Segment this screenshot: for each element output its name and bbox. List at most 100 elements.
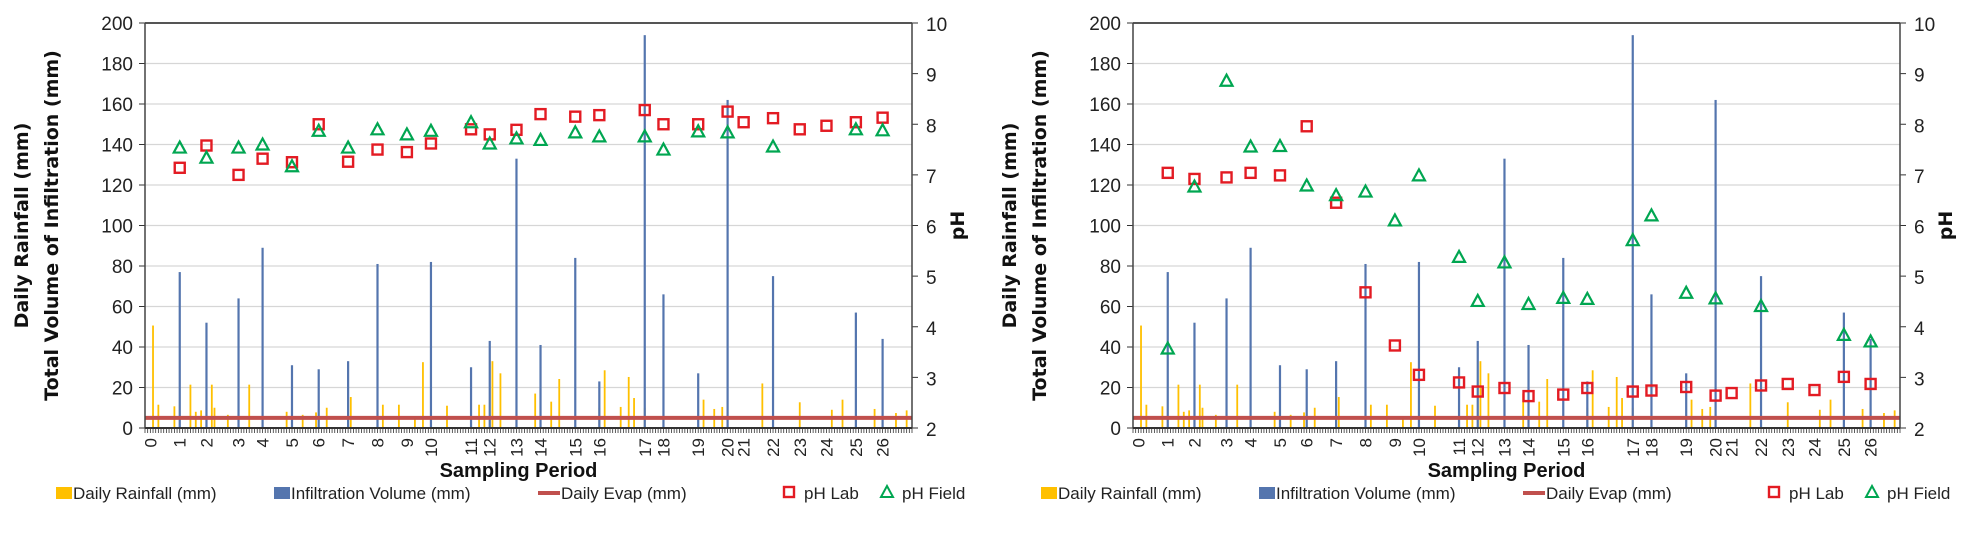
infiltration-bar (539, 344, 542, 428)
x-tick-label: 0 (1129, 438, 1148, 447)
ph-lab-point (341, 155, 355, 168)
rainfall-bar (1214, 414, 1217, 428)
series-daily-rainfall-mm- (152, 325, 908, 428)
infiltration-bar (515, 158, 518, 429)
legend-item: pH Field (1864, 483, 1950, 503)
y2-tick-label: 10 (1914, 15, 1935, 36)
ph-field-point (198, 149, 215, 164)
infiltration-bar (237, 298, 240, 428)
rainfall-bar (1591, 370, 1594, 428)
x-tick-label: 26 (874, 438, 893, 457)
y-tick-label: 80 (112, 257, 133, 278)
rainfall-bar (189, 384, 192, 428)
y-axis-title: Total Volume of Infiltration (mm) (1029, 50, 1051, 401)
x-tick-label: 1 (171, 438, 190, 447)
ph-lab-point (1388, 339, 1402, 352)
series-infiltration-volume-mm- (178, 35, 884, 429)
legend-item: pH Lab (1767, 484, 1844, 503)
ph-lab-point (1471, 385, 1484, 398)
infiltration-bar (1503, 158, 1506, 429)
x-tick-label: 5 (1271, 438, 1290, 447)
ph-field-point (463, 113, 479, 129)
x-tick-label: 14 (1520, 438, 1539, 457)
ph-lab-point (424, 137, 438, 150)
ph-lab-point (534, 107, 547, 121)
ph-lab-point (1412, 368, 1426, 382)
rainfall-bar (1182, 411, 1185, 428)
rainfall-bar (1410, 362, 1412, 428)
legend-marker (879, 483, 895, 498)
ph-field-point (1411, 167, 1427, 182)
x-tick-label: 15 (566, 438, 585, 457)
ph-field-point (1496, 254, 1513, 269)
x-tick-label: 18 (1642, 438, 1661, 457)
ph-field-point (874, 122, 891, 137)
infiltration-bar (1650, 294, 1653, 428)
rainfall-bar (1615, 376, 1618, 428)
legend-label: Daily Rainfall (mm) (1058, 484, 1202, 503)
x-tick-label: 2 (1185, 438, 1204, 447)
x-tick-label: 13 (1495, 438, 1514, 457)
rainfall-bar (1198, 384, 1201, 428)
ph-lab-point (1300, 120, 1313, 133)
y2-tick-label: 4 (926, 319, 937, 340)
rainfall-bar (1303, 412, 1305, 428)
y2-tick-label: 2 (1914, 420, 1925, 441)
rainfall-bar (226, 414, 229, 428)
x-tick-label: 24 (1805, 438, 1824, 457)
y2-tick-label: 4 (1914, 319, 1925, 340)
ph-lab-point (200, 139, 213, 152)
rainfall-bar (1140, 325, 1142, 428)
ph-lab-point (737, 116, 750, 129)
x-tick-label: 7 (339, 438, 358, 447)
y-tick-label: 160 (1089, 95, 1121, 116)
rainfall-bar (1786, 402, 1789, 428)
y-tick-label: 60 (1100, 298, 1121, 319)
rainfall-bar (301, 414, 304, 428)
ph-field-point (1753, 297, 1769, 313)
y-tick-label: 140 (101, 136, 133, 157)
legend-marker (1864, 483, 1880, 498)
y-tick-label: 160 (101, 95, 133, 116)
infiltration-bar (598, 381, 601, 428)
ph-lab-point (638, 103, 651, 117)
rainfall-bar (798, 402, 801, 428)
ph-field-point (481, 135, 498, 150)
legend-item: Daily Evap (mm) (538, 484, 687, 503)
series-ph-field (171, 113, 891, 173)
ph-lab-point (1220, 171, 1233, 184)
ph-field-point (1357, 183, 1374, 198)
infiltration-bar (1335, 361, 1338, 428)
ph-field-point (1298, 177, 1315, 192)
legend-item: Infiltration Volume (mm) (274, 484, 471, 503)
ph-field-point (690, 123, 707, 138)
rainfall-bar (1883, 413, 1885, 428)
ph-field-point (636, 128, 653, 143)
ph-lab-point (1273, 169, 1287, 182)
rainfall-bar (1402, 416, 1404, 428)
ph-lab-point (1498, 381, 1511, 395)
x-tick-label: 17 (1624, 438, 1643, 457)
ph-lab-point (510, 123, 523, 137)
infiltration-bar (1842, 312, 1845, 428)
infiltration-bar (1225, 298, 1228, 428)
infiltration-bar (1631, 35, 1634, 429)
rainfall-bar (1487, 373, 1490, 428)
ph-lab-point (173, 161, 186, 174)
rainfall-bar (841, 399, 844, 428)
x-tick-label: 15 (1554, 438, 1573, 457)
infiltration-bar (1476, 340, 1479, 428)
ph-field-point (369, 121, 386, 136)
rainfall-bar (761, 383, 764, 428)
y-tick-label: 0 (122, 419, 133, 440)
y-tick-label: 120 (1089, 176, 1121, 197)
x-tick-label: 21 (1723, 438, 1742, 457)
ph-field-point (719, 124, 736, 139)
legend-swatch (1259, 487, 1275, 499)
x-tick-label: 9 (1386, 438, 1405, 447)
ph-field-point (340, 139, 356, 154)
ph-field-point (399, 126, 415, 141)
infiltration-bar (1562, 257, 1565, 428)
legend-swatch (56, 487, 72, 499)
y2-tick-label: 9 (926, 66, 937, 87)
